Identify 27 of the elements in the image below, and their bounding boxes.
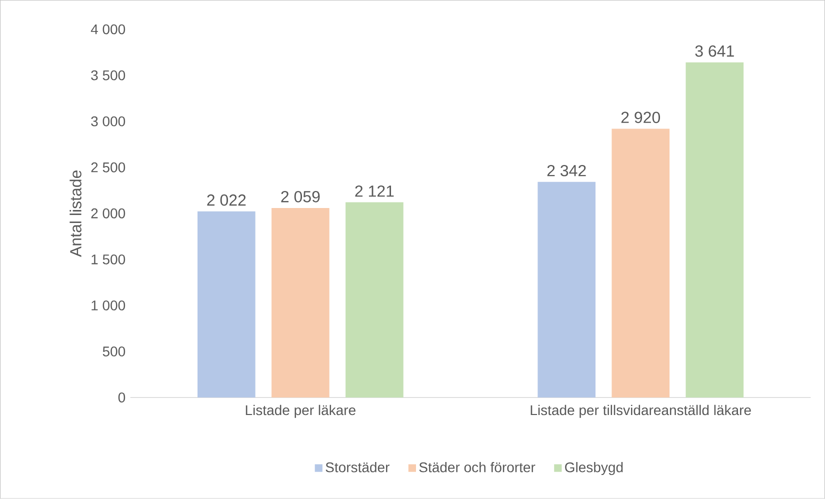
y-tick-label: 1 500 <box>92 254 126 264</box>
data-label: 2 121 <box>355 186 394 197</box>
x-tick-label: Listade per tillsvidareanställd läkare <box>530 404 751 418</box>
y-tick-label: 1 000 <box>92 300 126 310</box>
data-label: 2 342 <box>547 165 586 176</box>
bar <box>198 211 256 398</box>
bar <box>538 182 596 398</box>
y-tick-label: 3 000 <box>91 116 126 126</box>
y-tick-label: 3 500 <box>91 70 126 80</box>
bar <box>346 202 404 398</box>
legend-label: Glesbygd <box>565 462 623 476</box>
legend-label: Storstäder <box>326 462 390 472</box>
legend-label: Städer och förorter <box>419 462 536 472</box>
bar <box>686 62 744 398</box>
y-tick-label: 0 <box>118 392 126 403</box>
y-tick-label: 4 000 <box>90 24 126 34</box>
y-tick-label: 500 <box>102 346 126 357</box>
y-tick-label: 2 000 <box>91 208 126 218</box>
y-tick-label: 2 500 <box>91 162 126 172</box>
x-tick-label: Listade per läkare <box>246 404 356 418</box>
data-label: 3 641 <box>695 45 734 57</box>
data-label: 2 920 <box>621 112 660 124</box>
y-axis-title: Antal listade <box>70 170 82 258</box>
data-label: 2 022 <box>207 194 246 206</box>
bar <box>612 128 670 398</box>
data-label: 2 059 <box>281 191 320 202</box>
bar <box>272 208 330 398</box>
